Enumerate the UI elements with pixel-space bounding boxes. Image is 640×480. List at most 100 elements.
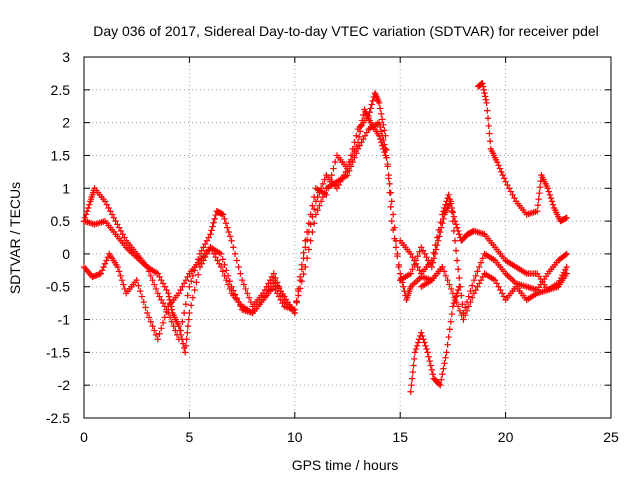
- data-point: [385, 171, 392, 179]
- data-point: [333, 185, 341, 192]
- data-point: [453, 257, 461, 264]
- data-point: [351, 147, 358, 155]
- data-point: [382, 152, 389, 159]
- data-point: [446, 326, 453, 333]
- data-point: [469, 282, 476, 289]
- data-point: [176, 327, 184, 334]
- data-point: [339, 175, 346, 182]
- data-point: [472, 272, 479, 279]
- data-point: [156, 293, 163, 300]
- data-point: [198, 260, 205, 267]
- data-point: [482, 93, 489, 100]
- data-point: [135, 282, 142, 289]
- data-point: [312, 211, 320, 218]
- data-point: [422, 342, 429, 349]
- data-point: [482, 96, 490, 103]
- data-point: [221, 215, 228, 223]
- data-point: [265, 286, 272, 294]
- data-point: [470, 276, 478, 284]
- data-point: [418, 244, 425, 251]
- data-point: [144, 309, 151, 317]
- data-point: [411, 355, 418, 363]
- data-point: [295, 287, 302, 295]
- y-tick-label: -2: [58, 377, 71, 393]
- data-point: [267, 283, 274, 290]
- data-point: [368, 101, 375, 108]
- data-point: [344, 165, 351, 172]
- data-point: [563, 270, 570, 277]
- data-point: [477, 276, 485, 284]
- data-point: [152, 331, 160, 339]
- y-tick-label: 1.5: [51, 147, 71, 163]
- y-tick-label: 3: [62, 49, 70, 65]
- data-point: [279, 299, 286, 307]
- data-point: [203, 237, 211, 244]
- data-point: [419, 247, 427, 254]
- data-point: [300, 270, 307, 278]
- data-point: [507, 188, 515, 195]
- data-point: [242, 285, 249, 293]
- data-point: [184, 329, 191, 336]
- data-point: [191, 286, 198, 294]
- data-point: [225, 228, 232, 236]
- data-point: [465, 293, 472, 300]
- data-point: [545, 188, 553, 195]
- data-point: [461, 304, 469, 311]
- data-point: [101, 260, 109, 267]
- data-point: [207, 244, 214, 251]
- data-point: [240, 281, 248, 288]
- data-point: [388, 198, 395, 205]
- data-point: [312, 198, 320, 205]
- data-point: [307, 221, 314, 228]
- data-point: [420, 336, 427, 343]
- data-point: [189, 272, 197, 279]
- data-point: [480, 86, 488, 94]
- data-point: [451, 237, 459, 244]
- data-point: [400, 283, 407, 290]
- data-point: [309, 202, 316, 209]
- data-point: [430, 249, 437, 257]
- data-point: [159, 280, 167, 287]
- x-tick-label: 0: [80, 429, 88, 445]
- data-point: [300, 249, 307, 257]
- y-tick-label: -1: [58, 312, 71, 328]
- y-tick-label: 2: [62, 115, 70, 131]
- data-point: [421, 339, 428, 346]
- data-point: [444, 276, 451, 284]
- data-point: [226, 278, 234, 285]
- data-point: [117, 272, 124, 279]
- data-point: [408, 375, 416, 382]
- data-point: [440, 365, 447, 372]
- data-point: [387, 203, 394, 211]
- data-point: [504, 181, 511, 189]
- data-point: [360, 135, 367, 143]
- data-point: [413, 342, 421, 349]
- data-point: [207, 231, 214, 238]
- data-point: [476, 280, 483, 287]
- data-point: [158, 325, 165, 332]
- data-point: [451, 294, 458, 301]
- data-point: [414, 339, 422, 346]
- data-point: [381, 127, 388, 134]
- data-point: [432, 246, 440, 253]
- data-point: [407, 250, 414, 258]
- data-point: [353, 132, 360, 139]
- y-axis-label: SDTVAR / TECUs: [7, 182, 23, 294]
- data-point: [163, 286, 170, 294]
- data-point: [378, 110, 385, 118]
- data-point: [189, 294, 197, 301]
- axis-ticks: 0 5 10 15 20 25 -2.5 -2 -1.5 -1 -0.5 0 0.5 1 1.5 2 2.5 3: [46, 49, 619, 445]
- data-point: [182, 276, 190, 284]
- data-point: [217, 263, 225, 271]
- data-point: [438, 224, 445, 231]
- data-point: [335, 181, 342, 189]
- data-point: [394, 250, 401, 258]
- data-point: [110, 214, 118, 222]
- data-point: [414, 263, 421, 271]
- data-point: [186, 283, 193, 290]
- data-point: [456, 274, 463, 282]
- data-point: [114, 263, 121, 271]
- data-point: [302, 263, 309, 271]
- data-point: [456, 307, 464, 314]
- data-point: [498, 168, 505, 176]
